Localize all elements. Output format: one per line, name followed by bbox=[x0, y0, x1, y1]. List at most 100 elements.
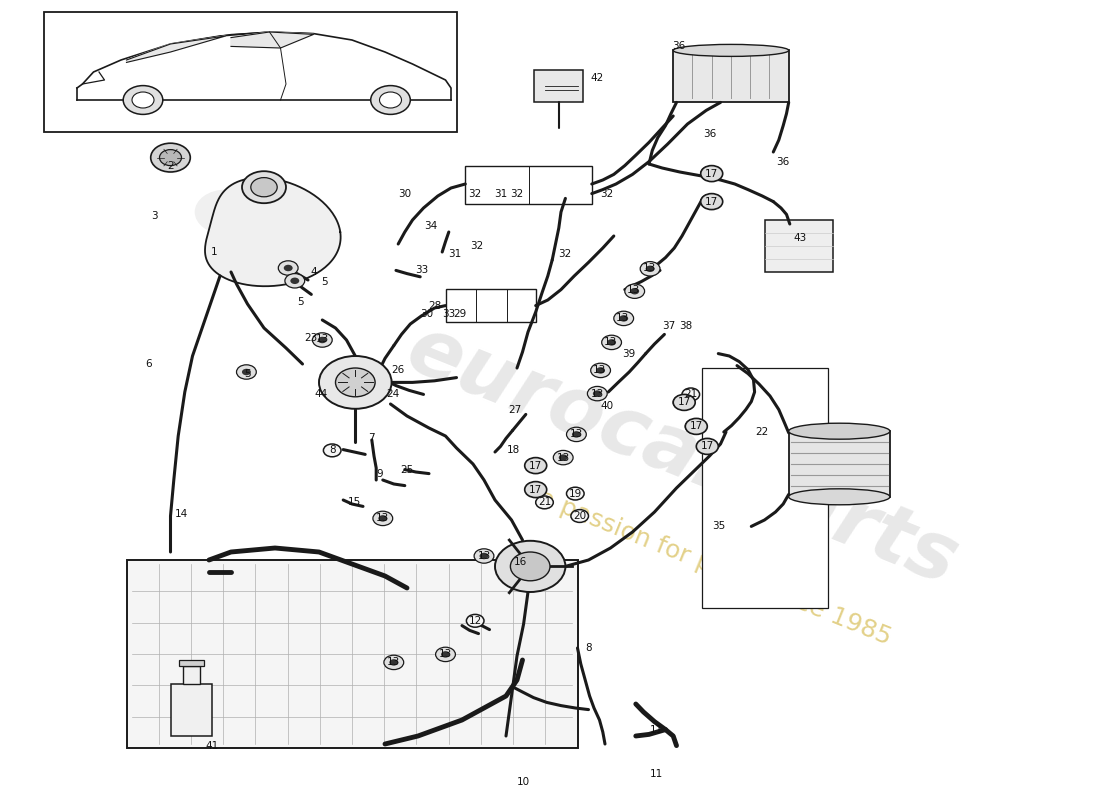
Circle shape bbox=[379, 92, 401, 108]
Circle shape bbox=[527, 483, 544, 496]
Circle shape bbox=[441, 651, 450, 658]
Text: 11: 11 bbox=[650, 726, 663, 735]
Circle shape bbox=[474, 549, 494, 563]
Circle shape bbox=[701, 166, 721, 181]
Text: 18: 18 bbox=[507, 446, 520, 455]
Circle shape bbox=[510, 552, 550, 581]
Text: 19: 19 bbox=[569, 489, 582, 498]
Text: 17: 17 bbox=[529, 485, 542, 494]
Text: 28: 28 bbox=[428, 302, 441, 311]
Text: 6: 6 bbox=[145, 359, 152, 369]
Text: 33: 33 bbox=[442, 310, 455, 319]
Circle shape bbox=[285, 274, 305, 288]
Circle shape bbox=[480, 553, 488, 559]
Text: 22: 22 bbox=[756, 427, 769, 437]
Circle shape bbox=[123, 86, 163, 114]
Text: 32: 32 bbox=[470, 242, 483, 251]
Polygon shape bbox=[231, 32, 314, 48]
Text: 43: 43 bbox=[793, 234, 806, 243]
Text: 13: 13 bbox=[570, 429, 583, 438]
Text: a passion for parts since 1985: a passion for parts since 1985 bbox=[536, 486, 894, 650]
Text: 24: 24 bbox=[386, 390, 399, 399]
Circle shape bbox=[536, 496, 553, 509]
Circle shape bbox=[602, 335, 621, 350]
Circle shape bbox=[691, 423, 700, 430]
Circle shape bbox=[160, 150, 182, 166]
Text: 17: 17 bbox=[705, 197, 718, 206]
Circle shape bbox=[132, 92, 154, 108]
Text: 42: 42 bbox=[591, 74, 604, 83]
Circle shape bbox=[251, 178, 277, 197]
Text: 11: 11 bbox=[650, 769, 663, 778]
Circle shape bbox=[596, 367, 605, 374]
Text: 5: 5 bbox=[244, 369, 251, 378]
Circle shape bbox=[673, 395, 693, 410]
Circle shape bbox=[591, 363, 611, 378]
Circle shape bbox=[679, 399, 688, 406]
Circle shape bbox=[701, 194, 723, 210]
Text: 16: 16 bbox=[514, 557, 527, 566]
Text: 37: 37 bbox=[662, 322, 675, 331]
Ellipse shape bbox=[789, 423, 890, 439]
Text: 32: 32 bbox=[601, 190, 614, 199]
Circle shape bbox=[566, 427, 586, 442]
Polygon shape bbox=[205, 178, 341, 286]
Circle shape bbox=[559, 454, 568, 461]
Text: 36: 36 bbox=[703, 130, 716, 139]
Bar bbox=[673, 50, 789, 102]
Circle shape bbox=[673, 394, 695, 410]
Text: 21: 21 bbox=[538, 498, 551, 507]
Circle shape bbox=[697, 439, 717, 454]
Circle shape bbox=[495, 541, 565, 592]
Circle shape bbox=[319, 356, 392, 409]
Circle shape bbox=[696, 438, 718, 454]
Circle shape bbox=[151, 143, 190, 172]
Text: 31: 31 bbox=[494, 190, 507, 199]
Text: 17: 17 bbox=[701, 442, 714, 451]
Text: 13: 13 bbox=[642, 263, 656, 273]
Circle shape bbox=[619, 315, 628, 322]
Text: 9: 9 bbox=[376, 469, 383, 478]
Circle shape bbox=[527, 459, 544, 472]
Circle shape bbox=[553, 450, 573, 465]
Circle shape bbox=[236, 365, 256, 379]
Text: 3: 3 bbox=[151, 211, 157, 221]
Text: 32: 32 bbox=[558, 250, 571, 259]
Text: 5: 5 bbox=[321, 278, 328, 287]
Circle shape bbox=[242, 171, 286, 203]
Text: 2: 2 bbox=[167, 161, 174, 170]
Text: 17: 17 bbox=[529, 461, 542, 470]
Text: 13: 13 bbox=[627, 286, 640, 295]
Text: 7: 7 bbox=[368, 433, 375, 442]
Circle shape bbox=[614, 311, 634, 326]
Circle shape bbox=[640, 262, 660, 276]
Circle shape bbox=[630, 288, 639, 294]
Circle shape bbox=[587, 386, 607, 401]
Circle shape bbox=[312, 333, 332, 347]
Circle shape bbox=[195, 190, 256, 234]
Circle shape bbox=[384, 655, 404, 670]
Text: 13: 13 bbox=[591, 389, 604, 398]
Circle shape bbox=[253, 232, 308, 272]
Circle shape bbox=[318, 337, 327, 343]
Text: 20: 20 bbox=[573, 511, 586, 521]
Text: 13: 13 bbox=[439, 650, 452, 659]
Text: 14: 14 bbox=[175, 509, 188, 518]
Circle shape bbox=[278, 261, 298, 275]
Text: 39: 39 bbox=[623, 350, 636, 359]
Text: 10: 10 bbox=[517, 778, 530, 787]
Bar bbox=[170, 684, 212, 736]
Circle shape bbox=[701, 194, 721, 209]
Circle shape bbox=[242, 369, 251, 375]
Text: 44: 44 bbox=[315, 390, 328, 399]
Text: 5: 5 bbox=[297, 297, 304, 306]
Circle shape bbox=[572, 431, 581, 438]
Text: 35: 35 bbox=[712, 522, 725, 531]
Text: 34: 34 bbox=[425, 222, 438, 231]
Ellipse shape bbox=[673, 44, 789, 56]
Circle shape bbox=[571, 510, 588, 522]
Text: 23: 23 bbox=[305, 334, 318, 343]
Text: 36: 36 bbox=[777, 158, 790, 167]
Bar bbox=[44, 12, 456, 132]
Text: 25: 25 bbox=[400, 465, 414, 474]
